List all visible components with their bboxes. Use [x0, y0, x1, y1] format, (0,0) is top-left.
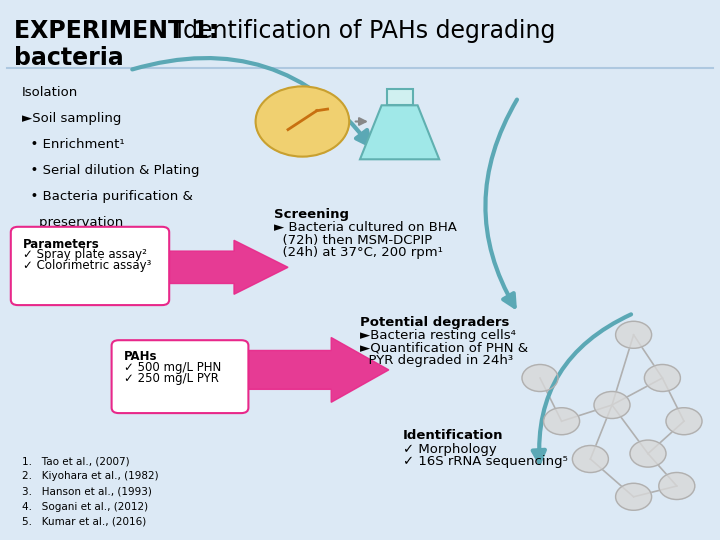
Text: PAHs: PAHs [124, 350, 158, 363]
Text: 3.   Hanson et al., (1993): 3. Hanson et al., (1993) [22, 487, 151, 497]
Text: ✓ 16S rRNA sequencing⁵: ✓ 16S rRNA sequencing⁵ [403, 455, 568, 468]
Text: PYR degraded in 24h³: PYR degraded in 24h³ [360, 354, 513, 367]
Text: 2.   Kiyohara et al., (1982): 2. Kiyohara et al., (1982) [22, 471, 158, 482]
Text: Screening: Screening [274, 208, 348, 221]
Text: • Bacteria purification &: • Bacteria purification & [22, 190, 192, 203]
Circle shape [256, 86, 349, 157]
Text: ►Bacteria resting cells⁴: ►Bacteria resting cells⁴ [360, 329, 516, 342]
Text: ✓ Spray plate assay²: ✓ Spray plate assay² [23, 248, 147, 261]
Text: 4.   Sogani et al., (2012): 4. Sogani et al., (2012) [22, 502, 148, 512]
Text: ►Quantification of PHN &: ►Quantification of PHN & [360, 342, 528, 355]
Text: • Enrichment¹: • Enrichment¹ [22, 138, 125, 151]
Circle shape [666, 408, 702, 435]
Text: ✓ Morphology: ✓ Morphology [403, 443, 497, 456]
Text: ✓ 500 mg/L PHN: ✓ 500 mg/L PHN [124, 361, 221, 374]
Text: ► Bacteria cultured on BHA: ► Bacteria cultured on BHA [274, 221, 456, 234]
Text: 5.   Kumar et al., (2016): 5. Kumar et al., (2016) [22, 517, 146, 527]
FancyBboxPatch shape [112, 340, 248, 413]
Circle shape [616, 483, 652, 510]
Polygon shape [72, 240, 288, 294]
Circle shape [659, 472, 695, 500]
Text: ►S​oil sampling: ►S​oil sampling [22, 112, 121, 125]
Polygon shape [158, 338, 389, 402]
Circle shape [544, 408, 580, 435]
Text: EXPERIMENT 1:: EXPERIMENT 1: [14, 19, 227, 43]
Text: 1.   Tao et al., (2007): 1. Tao et al., (2007) [22, 456, 129, 467]
FancyBboxPatch shape [387, 89, 413, 105]
Text: • Serial dilution & Plating: • Serial dilution & Plating [22, 164, 199, 177]
Text: Potential degraders: Potential degraders [360, 316, 509, 329]
Circle shape [522, 364, 558, 391]
Circle shape [572, 446, 608, 472]
Text: Identification of PAHs degrading: Identification of PAHs degrading [176, 19, 556, 43]
Text: ✓ 250 mg/L PYR: ✓ 250 mg/L PYR [124, 372, 219, 384]
Text: ✓ Colorimetric assay³: ✓ Colorimetric assay³ [23, 259, 151, 272]
Circle shape [594, 392, 630, 418]
Text: Isolation: Isolation [22, 86, 78, 99]
Text: Parameters: Parameters [23, 238, 100, 251]
Text: (72h) then MSM-DCPIP: (72h) then MSM-DCPIP [274, 234, 432, 247]
FancyBboxPatch shape [11, 227, 169, 305]
Text: bacteria: bacteria [14, 46, 124, 70]
Circle shape [644, 364, 680, 391]
Circle shape [630, 440, 666, 467]
Text: (24h) at 37°C, 200 rpm¹: (24h) at 37°C, 200 rpm¹ [274, 246, 443, 259]
Text: Identification: Identification [403, 429, 504, 442]
Circle shape [616, 321, 652, 348]
Text: preservation: preservation [22, 216, 123, 229]
Polygon shape [360, 105, 439, 159]
